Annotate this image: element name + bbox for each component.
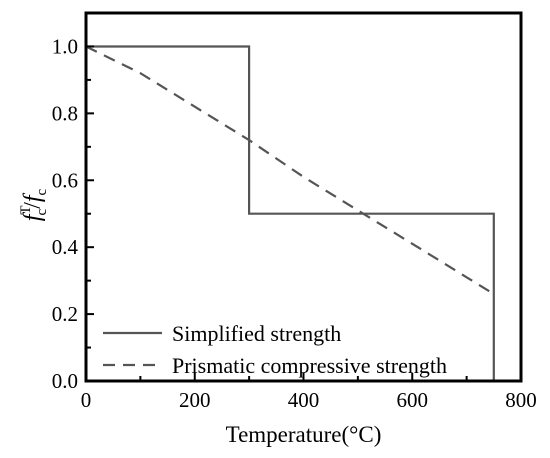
- y-tick-label: 0.0: [52, 369, 78, 393]
- y-tick-label: 0.8: [52, 101, 78, 125]
- x-tick-label: 800: [505, 388, 537, 412]
- legend: Simplified strength Prismatic compressive…: [103, 321, 447, 378]
- series-layer: [85, 45, 495, 381]
- plot-frame: [84, 11, 523, 383]
- series-line-2: [85, 45, 495, 295]
- x-axis-label: Temperature(°C): [226, 422, 382, 447]
- tick-labels-layer: 0 200 400 600 800 0.0 0.2 0.4 0.6 0.8 1.0: [52, 34, 537, 412]
- x-tick-label: 200: [179, 388, 211, 412]
- series-line-1: [86, 45, 495, 381]
- y-tick-label: 0.2: [52, 302, 78, 326]
- y-axis-label: fTc/fc: [18, 188, 50, 221]
- y-tick-label: 1.0: [52, 34, 78, 58]
- legend-label-2: Prismatic compressive strength: [172, 353, 447, 378]
- legend-label-1: Simplified strength: [172, 321, 341, 346]
- x-tick-label: 600: [397, 388, 429, 412]
- x-tick-label: 400: [288, 388, 320, 412]
- y-tick-label: 0.4: [52, 235, 79, 259]
- y-tick-label: 0.6: [52, 168, 78, 192]
- x-tick-label: 0: [81, 388, 92, 412]
